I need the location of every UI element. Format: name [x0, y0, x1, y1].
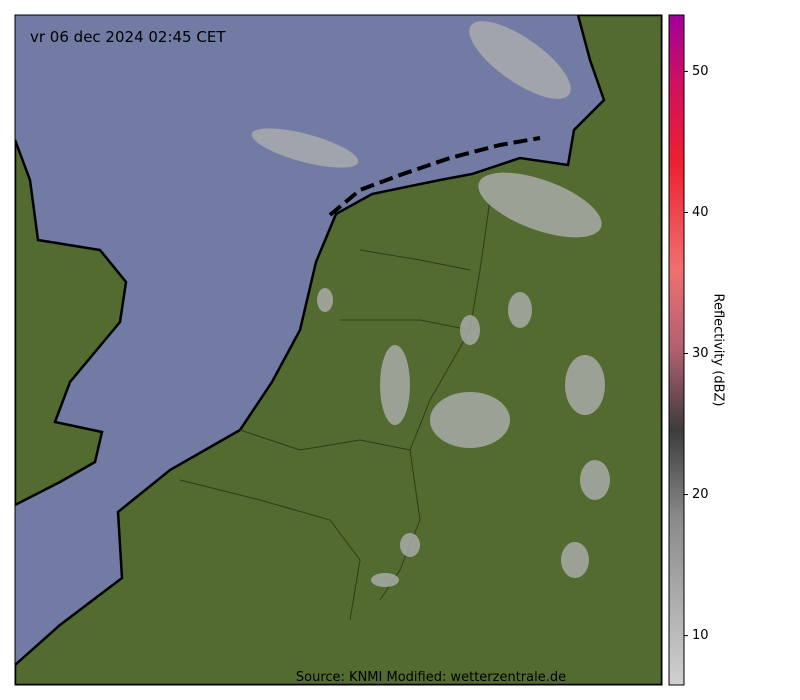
colorbar-tick-label: 10: [692, 628, 709, 643]
timestamp: vr 06 dec 2024 02:45 CET: [30, 28, 226, 46]
map-frame: [14, 14, 663, 686]
source: Source: KNMI Modified: wetterzentrale.de: [296, 670, 566, 685]
precipitation: [251, 21, 610, 587]
map-area: [15, 15, 662, 685]
colorbar-tick-label: 40: [692, 205, 709, 220]
wadden-islands: [328, 136, 541, 217]
borders: [179, 199, 491, 621]
colorbar-tick-label: 20: [692, 487, 709, 502]
colorbar-tick-label: 50: [692, 64, 709, 79]
colorbar-label: Reflectivity (dBZ): [711, 294, 726, 407]
colorbar: [668, 14, 685, 686]
england: [15, 139, 128, 507]
colorbar-tick-label: 30: [692, 346, 709, 361]
